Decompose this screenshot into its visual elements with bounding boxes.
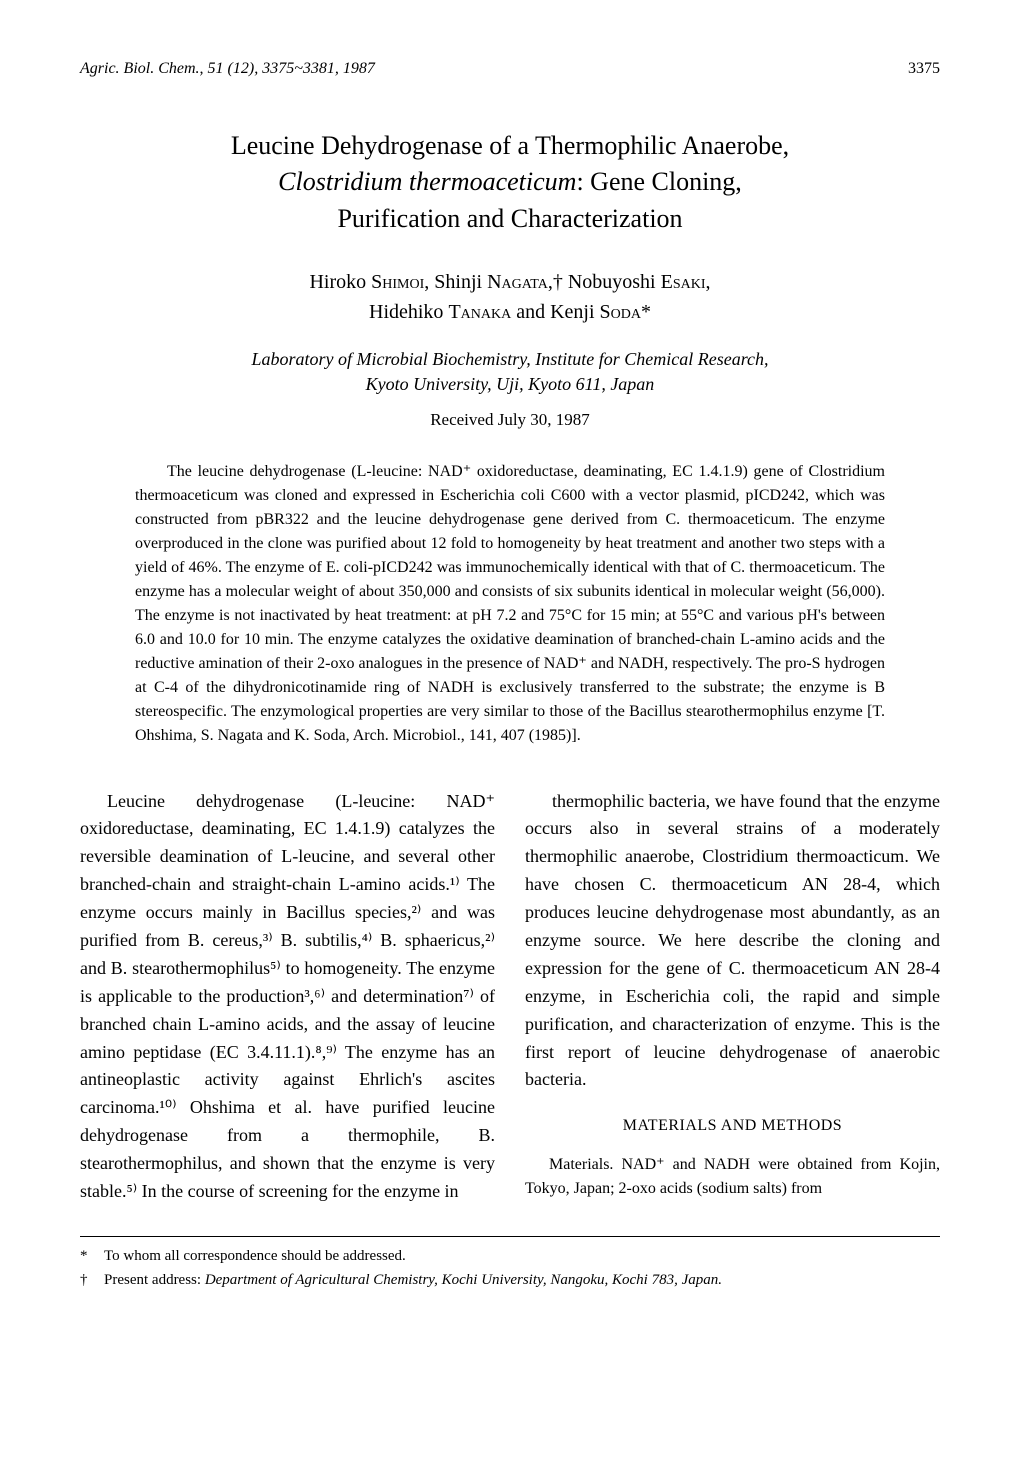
abstract-text: The leucine dehydrogenase (L-leucine: NA… [135, 460, 885, 748]
received-date: Received July 30, 1987 [80, 410, 940, 430]
author-surname-3: Esaki [661, 271, 706, 293]
footnote-2-pre: Present address: [104, 1272, 205, 1288]
header-row: Agric. Biol. Chem., 51 (12), 3375~3381, … [80, 60, 940, 78]
author-surname-1: Shimoi [371, 271, 424, 293]
title-line3: Purification and Characterization [337, 204, 682, 233]
footnote-2-mark: † [80, 1269, 94, 1292]
body-col2-p1: thermophilic bacteria, we have found tha… [525, 788, 940, 1095]
author-sep1: , Shinji [424, 271, 487, 293]
page-number: 3375 [908, 60, 940, 78]
footnote-1: * To whom all correspondence should be a… [80, 1245, 940, 1268]
author-surname-5: Soda [600, 301, 641, 323]
article-title: Leucine Dehydrogenase of a Thermophilic … [80, 128, 940, 237]
title-line1: Leucine Dehydrogenase of a Thermophilic … [231, 131, 789, 160]
author-mid2: and Kenji [511, 301, 599, 323]
body-columns: Leucine dehydrogenase (L-leucine: NAD⁺ o… [80, 788, 940, 1206]
footnote-rule [80, 1236, 940, 1237]
footnote-1-mark: * [80, 1245, 94, 1268]
column-right: thermophilic bacteria, we have found tha… [525, 788, 940, 1206]
section-heading-materials: MATERIALS AND METHODS [525, 1114, 940, 1139]
materials-paragraph: Materials. NAD⁺ and NADH were obtained f… [525, 1153, 940, 1201]
title-species: Clostridium thermoaceticum [278, 167, 576, 196]
author-end1: , [706, 271, 711, 293]
body-col1-p1: Leucine dehydrogenase (L-leucine: NAD⁺ o… [80, 788, 495, 1206]
abstract: The leucine dehydrogenase (L-leucine: NA… [135, 460, 885, 748]
column-left: Leucine dehydrogenase (L-leucine: NAD⁺ o… [80, 788, 495, 1206]
author-end2: * [641, 301, 651, 323]
affiliation-line2: Kyoto University, Uji, Kyoto 611, Japan [366, 374, 655, 394]
authors: Hiroko Shimoi, Shinji Nagata,† Nobuyoshi… [80, 267, 940, 327]
footnote-2-italic: Department of Agricultural Chemistry, Ko… [205, 1272, 722, 1288]
footnotes: * To whom all correspondence should be a… [80, 1245, 940, 1292]
author-surname-4: Tanaka [448, 301, 511, 323]
affiliation-line1: Laboratory of Microbial Biochemistry, In… [251, 349, 768, 369]
footnote-2-text: Present address: Department of Agricultu… [104, 1269, 722, 1292]
footnote-1-text: To whom all correspondence should be add… [104, 1245, 406, 1268]
affiliation: Laboratory of Microbial Biochemistry, In… [80, 347, 940, 397]
footnote-2: † Present address: Department of Agricul… [80, 1269, 940, 1292]
journal-citation: Agric. Biol. Chem., 51 (12), 3375~3381, … [80, 60, 375, 78]
author-surname-2: Nagata [487, 271, 548, 293]
author-text2: Hidehiko [369, 301, 448, 323]
author-dag: ,† Nobuyoshi [548, 271, 661, 293]
author-text: Hiroko [309, 271, 371, 293]
title-line2-rest: : Gene Cloning, [576, 167, 741, 196]
